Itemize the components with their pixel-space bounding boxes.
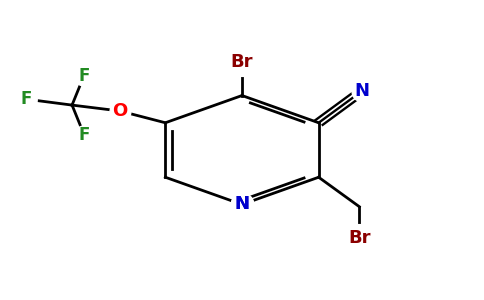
Text: F: F xyxy=(78,125,90,143)
Text: F: F xyxy=(21,90,32,108)
Text: Br: Br xyxy=(348,229,371,247)
Text: N: N xyxy=(235,196,249,214)
Text: F: F xyxy=(78,67,90,85)
Text: N: N xyxy=(354,82,369,100)
Text: O: O xyxy=(112,102,127,120)
Text: N: N xyxy=(235,196,249,214)
Text: Br: Br xyxy=(231,53,253,71)
